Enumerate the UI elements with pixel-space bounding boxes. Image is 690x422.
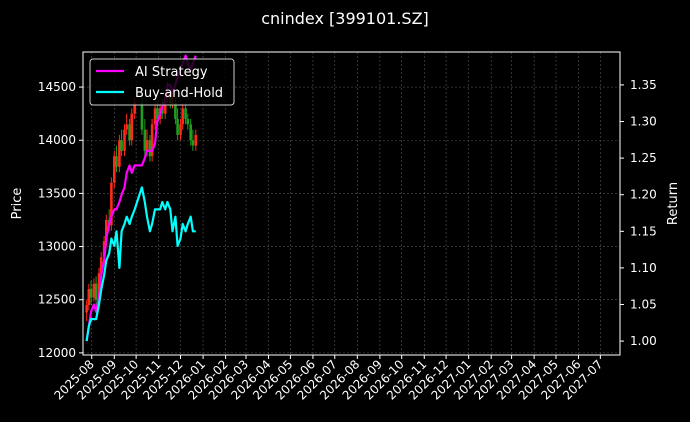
y-left-tick-label: 14000 — [38, 133, 76, 147]
y-right-tick-label: 1.25 — [630, 151, 657, 165]
candle-body — [181, 108, 184, 125]
candle-body — [148, 140, 152, 157]
candle-body — [87, 289, 91, 306]
candle-body — [112, 156, 116, 183]
candle-body — [102, 241, 106, 258]
y-right-tick-label: 1.05 — [630, 298, 657, 312]
candle-body — [150, 124, 154, 157]
y-left-tick-label: 14500 — [38, 80, 76, 94]
candle-body — [186, 118, 190, 125]
candle-body — [155, 108, 159, 119]
chart-title: cnindex [399101.SZ] — [261, 9, 429, 28]
candle-body — [110, 182, 113, 226]
y-right-tick-label: 1.15 — [630, 224, 657, 238]
candle-body — [194, 134, 198, 146]
candle-body — [115, 156, 118, 167]
candle-body — [174, 103, 177, 119]
legend-label: Buy-and-Hold — [135, 86, 223, 101]
y-left-tick-label: 13000 — [38, 240, 76, 254]
candle-body — [163, 97, 167, 114]
candle-body — [94, 283, 98, 300]
candle-body — [123, 129, 126, 151]
y-axis-left: 12000 12500 13000 13500 14000 14500 — [38, 80, 83, 360]
grid-lines — [83, 52, 620, 355]
candle-body — [118, 140, 121, 167]
legend-box — [89, 58, 235, 106]
candle-body — [145, 140, 149, 151]
candle-body — [104, 219, 108, 242]
y-left-tick-label: 12000 — [38, 346, 76, 360]
y-axis-right: 1.00 1.05 1.10 1.15 1.20 1.25 1.30 1.35 — [620, 78, 657, 348]
y-right-tick-label: 1.20 — [630, 188, 657, 202]
y-right-tick-label: 1.00 — [630, 334, 657, 348]
candle-body — [92, 283, 96, 298]
legend-label: AI Strategy — [135, 65, 208, 80]
candle-body — [153, 108, 157, 125]
candle-body — [140, 103, 144, 130]
candle-body — [120, 140, 123, 151]
candle-body — [143, 129, 147, 151]
y-right-tick-label: 1.10 — [630, 261, 657, 275]
legend: AI Strategy Buy-and-Hold — [89, 58, 235, 106]
series-line-buy-and-hold — [85, 186, 196, 342]
candle-body — [179, 124, 182, 135]
y-axis-right-label: Return — [666, 182, 681, 225]
candle-body — [85, 305, 88, 313]
candle-body — [99, 257, 103, 274]
candle-body — [128, 124, 131, 141]
y-right-tick-label: 1.30 — [630, 115, 657, 129]
candle-body — [184, 108, 187, 119]
plot-frame — [82, 51, 621, 356]
candle-body — [125, 124, 128, 130]
y-left-tick-label: 13500 — [38, 186, 76, 200]
candle-body — [176, 118, 179, 135]
candle-body — [130, 113, 134, 141]
y-axis-left-label: Price — [10, 188, 25, 220]
y-left-tick-label: 12500 — [38, 293, 76, 307]
candle-body — [89, 289, 93, 298]
candle-body — [161, 108, 164, 114]
candle-body — [191, 140, 195, 146]
candle-body — [133, 103, 136, 114]
candle-body — [189, 124, 192, 141]
y-right-tick-label: 1.35 — [630, 78, 657, 92]
